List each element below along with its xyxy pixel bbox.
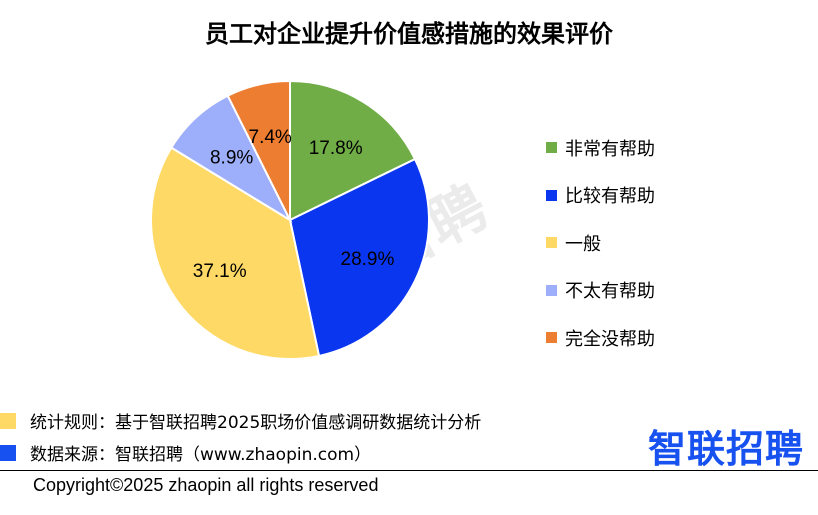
legend-label: 非常有帮助 — [565, 138, 655, 160]
data-label: 37.1% — [193, 261, 247, 282]
pie-slice — [226, 79, 291, 221]
legend: 非常有帮助 比较有帮助 一般 不太有帮助 完全没帮助 — [546, 124, 655, 362]
zhaopin-logo: 智联招聘 — [648, 427, 805, 471]
data-label: 8.9% — [210, 148, 253, 169]
legend-swatch — [546, 332, 557, 344]
legend-item: 完全没帮助 — [546, 314, 655, 362]
data-label: 28.9% — [341, 249, 395, 270]
legend-label: 完全没帮助 — [565, 328, 655, 350]
legend-swatch — [546, 237, 557, 249]
legend-item: 非常有帮助 — [546, 124, 655, 172]
data-label: 7.4% — [249, 127, 292, 148]
legend-item: 不太有帮助 — [546, 267, 655, 315]
footer-source: 数据来源：智联招聘（www.zhaopin.com） — [0, 440, 560, 465]
legend-label: 不太有帮助 — [565, 281, 655, 303]
footer-rule: 统计规则：基于智联招聘2025职场价值感调研数据统计分析 — [0, 408, 560, 433]
footer-rule-text: 统计规则：基于智联招聘2025职场价值感调研数据统计分析 — [30, 413, 482, 433]
copyright-text: Copyright©2025 zhaopin all rights reserv… — [33, 475, 379, 495]
footer-source-swatch — [0, 444, 16, 461]
pie-chart: 17.8% 28.9% 37.1% 8.9%7.4% — [150, 79, 430, 360]
footer-rule-swatch — [0, 412, 16, 429]
legend-label: 一般 — [565, 233, 601, 255]
pie-slice — [150, 146, 321, 360]
footer-divider — [0, 470, 818, 471]
legend-item: 一般 — [546, 219, 655, 267]
legend-swatch — [546, 284, 557, 296]
legend-swatch — [546, 142, 557, 154]
pie-slice — [288, 157, 430, 358]
pie-slice — [289, 79, 417, 222]
legend-swatch — [546, 189, 557, 201]
legend-item: 比较有帮助 — [546, 172, 655, 220]
chart-title: 员工对企业提升价值感措施的效果评价 — [205, 20, 613, 48]
legend-label: 比较有帮助 — [565, 186, 655, 208]
footer-source-text: 数据来源：智联招聘（www.zhaopin.com） — [30, 445, 372, 465]
data-label: 17.8% — [309, 138, 363, 159]
